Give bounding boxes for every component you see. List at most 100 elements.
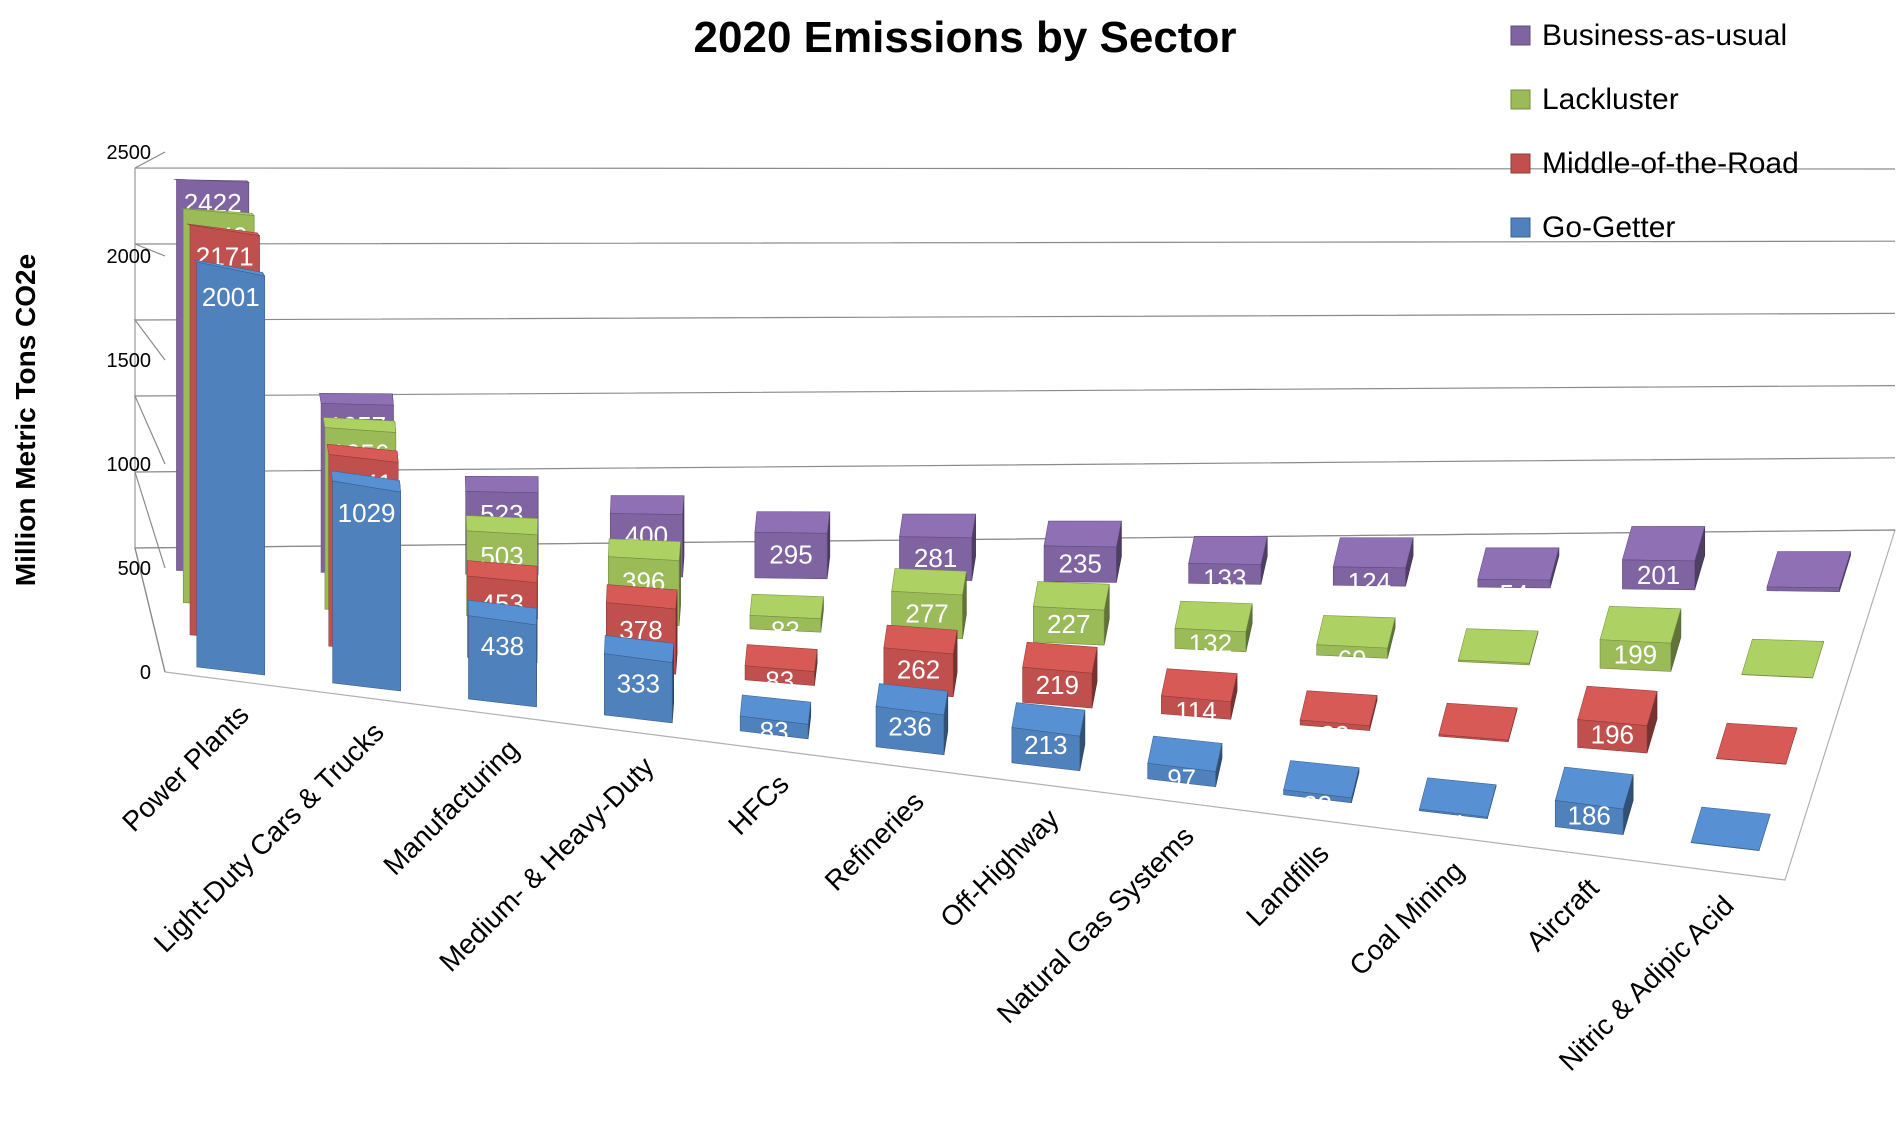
bar-front-face (1419, 808, 1488, 820)
bar-top-face (609, 495, 685, 515)
data-label: 11 (1440, 809, 1467, 839)
bar-front-face (1033, 606, 1105, 646)
bar: 54 (1477, 547, 1560, 609)
bar: 69 (1316, 615, 1396, 675)
data-label: 213 (1024, 730, 1067, 760)
bar: 27 (1766, 551, 1851, 617)
data-label: 83 (760, 716, 789, 746)
x-tick-label: Manufacturing (377, 734, 524, 881)
data-label: 97 (1167, 763, 1196, 793)
data-label: 1029 (338, 498, 396, 528)
bars-group: 2422105752340029528123513312454201272249… (173, 178, 1851, 872)
bar: 2 (1690, 806, 1771, 872)
bar: 235 (1043, 520, 1122, 583)
data-label: 11 (1460, 735, 1487, 765)
grid-line (134, 240, 1896, 257)
bar-front-face (1174, 628, 1247, 653)
bar-front-face (1147, 762, 1216, 788)
bar-front-face (1188, 563, 1262, 585)
data-label: 27 (1789, 587, 1818, 617)
bar-front-face (1477, 578, 1551, 589)
bar: 295 (754, 511, 831, 580)
grid-line (134, 529, 1896, 673)
bar-top-face (464, 476, 539, 494)
bar: 219 (1022, 641, 1098, 709)
bar-front-face (196, 261, 266, 676)
y-tick-label: 0 (140, 662, 151, 684)
bar: 2001 (193, 259, 266, 676)
x-tick-label: Landfills (1240, 838, 1335, 933)
data-label: 227 (1047, 609, 1090, 639)
grid-line (133, 312, 1896, 361)
legend-swatch (1510, 89, 1531, 110)
data-label: 219 (1036, 670, 1079, 700)
data-label: 235 (1059, 549, 1102, 579)
data-label: 281 (914, 543, 957, 573)
bar: 11 (1457, 628, 1539, 690)
data-label: 333 (617, 669, 660, 699)
y-tick-label: 500 (118, 558, 151, 580)
grid-line (134, 457, 1896, 569)
bar-top-face (1043, 520, 1122, 548)
data-label: 2 (1770, 674, 1784, 704)
data-label: 2001 (202, 282, 260, 312)
bar: 201 (1622, 526, 1706, 591)
legend-item: Lackluster (1510, 83, 1679, 116)
data-label: 32 (1320, 720, 1349, 750)
data-label: 133 (1203, 563, 1246, 593)
bar-front-face (332, 480, 401, 692)
legend-item: Middle-of-the-Road (1510, 147, 1799, 180)
legend-swatch (1510, 217, 1531, 238)
bar-front-face (1741, 674, 1813, 679)
x-tick-label: Off-Highway (934, 803, 1064, 933)
bar-top-face (1741, 638, 1825, 679)
bar: 97 (1147, 735, 1223, 793)
x-tick-label: HFCs (722, 768, 795, 841)
data-label: 132 (1189, 628, 1232, 658)
bar-top-face (1032, 581, 1110, 611)
data-label: 201 (1637, 560, 1680, 590)
bar-top-face (1622, 526, 1706, 562)
data-label: 114 (1175, 696, 1216, 726)
bar-top-face (1188, 535, 1268, 565)
data-label: 83 (765, 666, 794, 696)
bar-top-face (1599, 605, 1682, 644)
bar-front-face (1458, 659, 1530, 666)
bar-front-face (749, 615, 822, 633)
data-label: 2 (1744, 758, 1758, 788)
bar-top-face (891, 568, 967, 596)
bar: 213 (1011, 702, 1086, 772)
y-tick-label: 1500 (107, 350, 152, 372)
bar-front-face (875, 705, 945, 756)
bar-top-face (899, 513, 976, 539)
y-axis-label: Million Metric Tons CO2e (10, 254, 41, 586)
grid-line (134, 151, 1896, 170)
bar-front-face (1283, 789, 1352, 804)
bar: 199 (1599, 605, 1682, 672)
bar-top-face (1766, 551, 1851, 589)
legend-item: Go-Getter (1510, 211, 1675, 244)
bar: 236 (875, 683, 949, 756)
data-label: 83 (771, 615, 800, 645)
bar: 262 (883, 624, 958, 698)
data-label: 32 (1303, 790, 1332, 820)
bar-front-face (1438, 734, 1509, 743)
bar: 124 (1332, 537, 1414, 597)
data-label: 236 (888, 712, 931, 742)
bar-front-face (1599, 639, 1672, 672)
bar: 2 (1741, 638, 1825, 704)
bar-front-face (754, 531, 828, 580)
bar-front-face (1332, 566, 1406, 587)
data-label: 54 (1500, 579, 1529, 609)
y-tick-label: 2000 (107, 246, 152, 268)
bar: 2 (1716, 722, 1798, 788)
bar: 114 (1160, 668, 1238, 726)
bar: 32 (1299, 690, 1378, 750)
grid-line (134, 385, 1896, 465)
bar-top-face (1332, 537, 1414, 569)
x-tick-label: Aircraft (1520, 872, 1605, 957)
bar: 83 (749, 593, 824, 645)
data-label: 124 (1348, 567, 1391, 597)
y-axis-ticks: 0 500 1000 1500 2000 2500 (107, 142, 152, 684)
